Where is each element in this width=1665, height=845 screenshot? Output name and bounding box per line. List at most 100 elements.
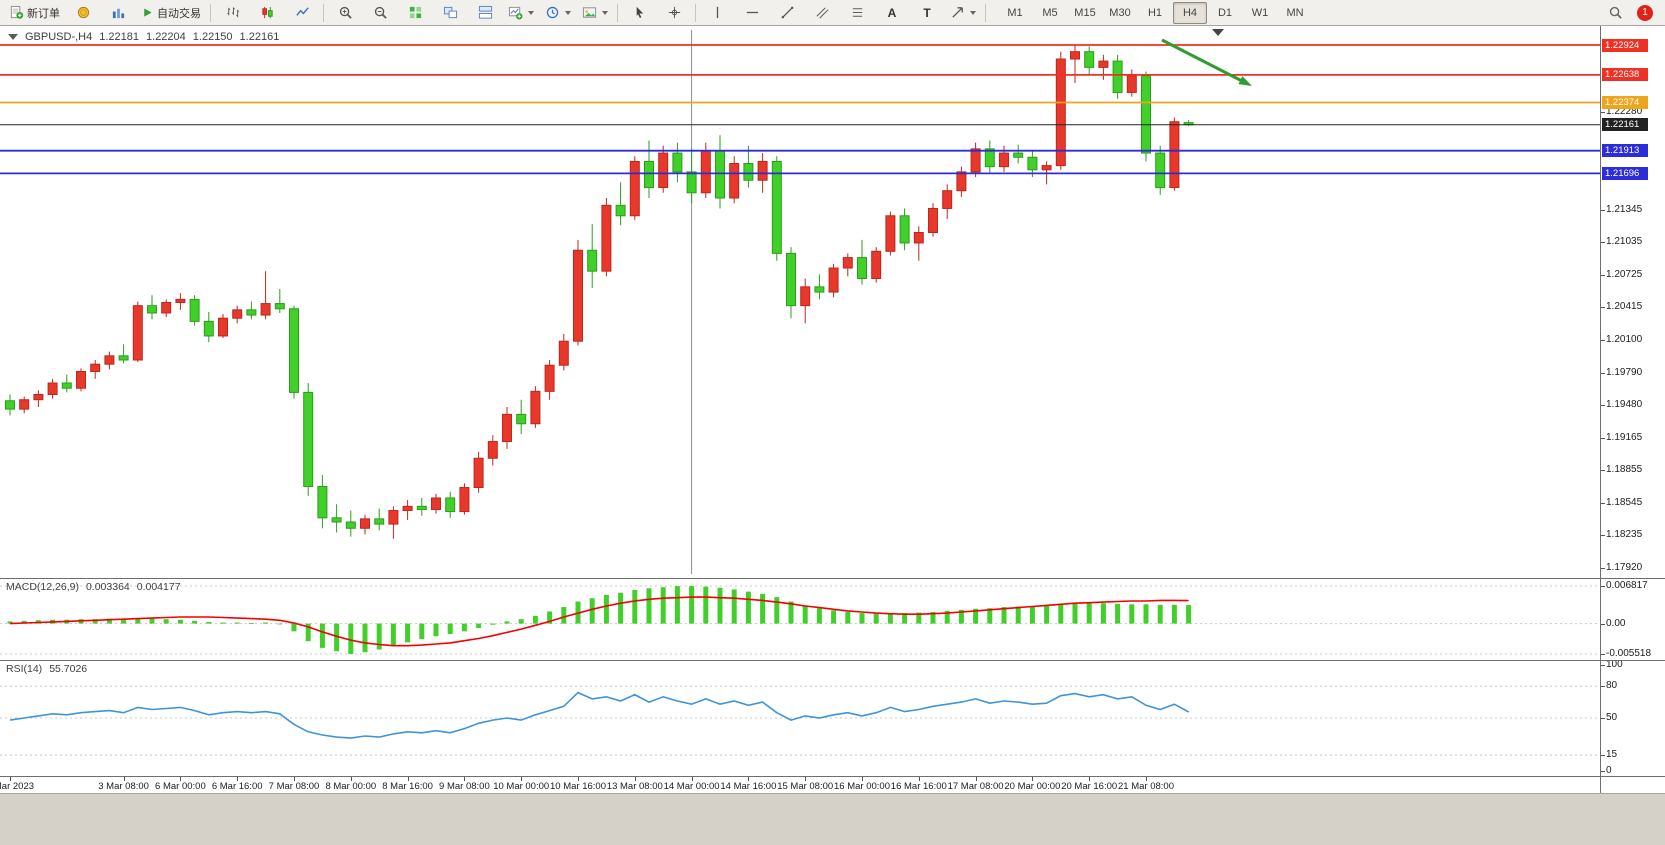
time-tick: [578, 777, 579, 781]
zoom-in-button[interactable]: [328, 1, 362, 25]
macd-panel[interactable]: [0, 579, 1600, 660]
panel-separator[interactable]: [0, 578, 1665, 579]
macd-histogram-bar: [1100, 603, 1106, 624]
notification-badge[interactable]: 1: [1637, 4, 1653, 21]
macd-histogram-bar: [532, 615, 538, 624]
candle-body: [61, 382, 72, 389]
one-click-trading-icon[interactable]: [8, 34, 18, 40]
macd-axis-label: 0.00: [1606, 617, 1626, 629]
time-tick: [237, 777, 239, 781]
tile-horizontal-button[interactable]: [468, 1, 502, 25]
line-chart-button[interactable]: [285, 1, 319, 25]
fibonacci-tool-button[interactable]: [840, 1, 874, 25]
panel-separator[interactable]: [0, 660, 1665, 661]
channel-tool-button[interactable]: [805, 1, 839, 25]
panel-separator[interactable]: [0, 776, 1665, 777]
new-order-button[interactable]: 新订单: [4, 1, 65, 25]
candle-body: [956, 171, 967, 192]
candle-body: [1141, 75, 1151, 154]
candle-body: [644, 160, 654, 189]
bar-chart-icon: [225, 5, 240, 20]
rsi-panel[interactable]: [0, 661, 1600, 776]
candle-body: [147, 305, 157, 314]
tile-horizontal-icon: [478, 5, 493, 20]
time-axis-label: 8 Mar 16:00: [382, 781, 433, 792]
tile-windows-button[interactable]: [398, 1, 432, 25]
candles-group[interactable]: [5, 45, 1194, 539]
macd-histogram-bar: [476, 623, 482, 629]
bar-chart-button[interactable]: [215, 1, 249, 25]
horizontal-line-tool-button[interactable]: [735, 1, 769, 25]
macd-histogram-bar: [745, 591, 751, 624]
timeframe-button-M30[interactable]: M30: [1109, 6, 1131, 19]
macd-histogram-bar: [390, 623, 396, 646]
market-watch-button[interactable]: [101, 1, 135, 25]
price-axis-label: 1.19790: [1606, 366, 1643, 378]
candle-body: [1084, 51, 1095, 68]
macd-histogram-bar: [135, 618, 141, 624]
rsi-line: [9, 691, 1189, 739]
zoom-out-button[interactable]: [363, 1, 397, 25]
timeframe-button-H4[interactable]: H4: [1173, 1, 1207, 24]
macd-title: MACD(12,26,9) 0.003364 0.004177: [6, 581, 181, 593]
auto-trading-button[interactable]: 自动交易: [136, 1, 206, 25]
text-tool-button[interactable]: A: [875, 1, 909, 25]
candle-body: [90, 363, 101, 373]
rsi-name: RSI(14): [6, 663, 43, 675]
trend-arrow-head: [1238, 76, 1252, 86]
candle-body: [331, 517, 342, 523]
crosshair-button[interactable]: [657, 1, 691, 25]
time-axis[interactable]: 2 Mar 2023 3 Mar 08:00 6 Mar 00:00 6 Mar 16…: [0, 777, 1600, 793]
macd-histogram-bar: [689, 586, 695, 624]
macd-histogram-bar: [433, 623, 439, 637]
period-button[interactable]: [540, 1, 576, 25]
candle-body: [118, 355, 129, 361]
price-axis-label: 1.18235: [1606, 529, 1643, 541]
macd-histogram-bar: [646, 588, 652, 624]
new-chart-button[interactable]: [503, 1, 539, 25]
timeframe-button-W1[interactable]: W1: [1251, 6, 1269, 19]
cursor-button[interactable]: [622, 1, 656, 25]
macd-histogram-bar: [106, 618, 112, 624]
search-icon: [1608, 5, 1623, 20]
timeframe-button-M1[interactable]: M1: [1007, 6, 1023, 19]
time-axis-label: 20 Mar 16:00: [1061, 781, 1118, 792]
hline-price-tag: 1.21913: [1602, 144, 1648, 158]
timeframe-button-MN[interactable]: MN: [1286, 6, 1304, 19]
timeframe-button-M15[interactable]: M15: [1074, 6, 1096, 19]
clock-icon: [545, 5, 560, 20]
macd-histogram-bar: [192, 620, 198, 624]
axis-tick: [1601, 586, 1605, 588]
chart-shift-marker-icon[interactable]: [1212, 29, 1224, 36]
vertical-line-tool-button[interactable]: [700, 1, 734, 25]
cascade-windows-button[interactable]: [433, 1, 467, 25]
candle-body: [303, 391, 314, 487]
cursor-icon: [632, 5, 647, 20]
macd-histogram-bar: [518, 619, 524, 624]
price-axis-label: 1.20415: [1606, 301, 1643, 313]
candle-body: [445, 497, 456, 513]
arrows-tool-button[interactable]: [945, 1, 981, 25]
candlestick-chart[interactable]: [0, 26, 1600, 578]
candle-body: [289, 308, 299, 393]
macd-histogram-bar: [1015, 606, 1021, 624]
template-button[interactable]: [577, 1, 613, 25]
price-axis[interactable]: 1.22280 1.21345 1.21035 1.20725 1.20415 1.201…: [1601, 26, 1665, 793]
timeframe-button-H1[interactable]: H1: [1147, 6, 1163, 19]
trendline-tool-button[interactable]: [770, 1, 804, 25]
time-tick: [350, 777, 352, 781]
timeframe-button-D1[interactable]: D1: [1217, 6, 1233, 19]
label-tool-button[interactable]: T: [910, 1, 944, 25]
search-button[interactable]: [1598, 1, 1632, 25]
symbols-button[interactable]: [66, 1, 100, 25]
time-tick: [521, 777, 523, 781]
macd-histogram-bar: [831, 610, 837, 624]
coin-icon: [76, 5, 91, 20]
trend-arrow-annotation[interactable]: [1161, 38, 1243, 83]
candlestick-chart-button[interactable]: [250, 1, 284, 25]
macd-histogram-bar: [845, 612, 851, 624]
macd-histogram-bar: [774, 597, 780, 624]
rsi-axis-label: 0: [1606, 765, 1612, 776]
timeframe-button-M5[interactable]: M5: [1042, 6, 1058, 19]
